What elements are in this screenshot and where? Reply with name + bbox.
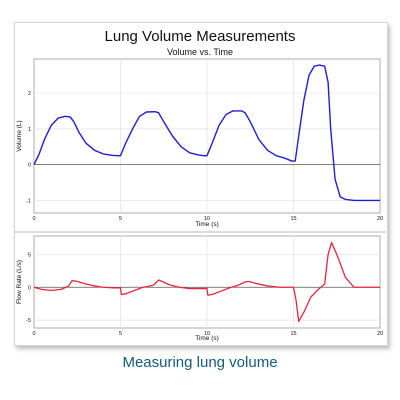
y-tick-label: 0: [28, 163, 31, 169]
x-tick-label: 15: [290, 331, 296, 337]
volume-x-axis-label: Time (s): [195, 221, 219, 228]
x-tick-label: 0: [32, 216, 35, 222]
flow-y-axis-label: Flow Rate (L/s): [16, 260, 23, 304]
flow-chart: 0 5 10 15 20 -5 0 5 Time (s) Flow Rate (L/s): [16, 235, 383, 342]
x-tick-label: 20: [377, 216, 383, 222]
x-tick-label: 5: [119, 216, 122, 222]
flow-gridlines: [34, 236, 380, 328]
y-tick-label: 1: [28, 127, 31, 133]
figure-title: Lung Volume Measurements: [104, 28, 296, 45]
volume-x-tick-labels: 0 5 10 15 20: [32, 216, 383, 222]
volume-chart: 0 5 10 15 20 -1 0 1 2 Time (s) Volume (L): [16, 58, 383, 228]
x-tick-label: 10: [204, 216, 210, 222]
volume-y-tick-labels: -1 0 1 2: [26, 91, 31, 204]
y-tick-label: 2: [28, 91, 31, 97]
x-tick-label: 10: [204, 331, 210, 337]
y-tick-label: 5: [28, 252, 31, 258]
volume-y-axis-label: Volume (L): [16, 120, 23, 151]
flow-x-tick-labels: 0 5 10 15 20: [32, 331, 383, 337]
y-tick-label: -5: [26, 318, 31, 324]
flow-x-axis-label: Time (s): [195, 335, 219, 342]
x-tick-label: 5: [119, 331, 122, 337]
x-tick-label: 15: [290, 216, 296, 222]
volume-chart-title: Volume vs. Time: [166, 47, 234, 57]
volume-series-line: [33, 64, 380, 202]
flow-series-line: [33, 241, 380, 323]
y-tick-label: 0: [28, 285, 31, 291]
y-tick-label: -1: [26, 198, 31, 204]
volume-gridlines: [34, 59, 380, 213]
image-caption: Measuring lung volume: [122, 354, 278, 371]
x-tick-label: 20: [377, 331, 383, 337]
x-tick-label: 0: [32, 331, 35, 337]
flow-y-tick-labels: -5 0 5: [26, 252, 31, 324]
